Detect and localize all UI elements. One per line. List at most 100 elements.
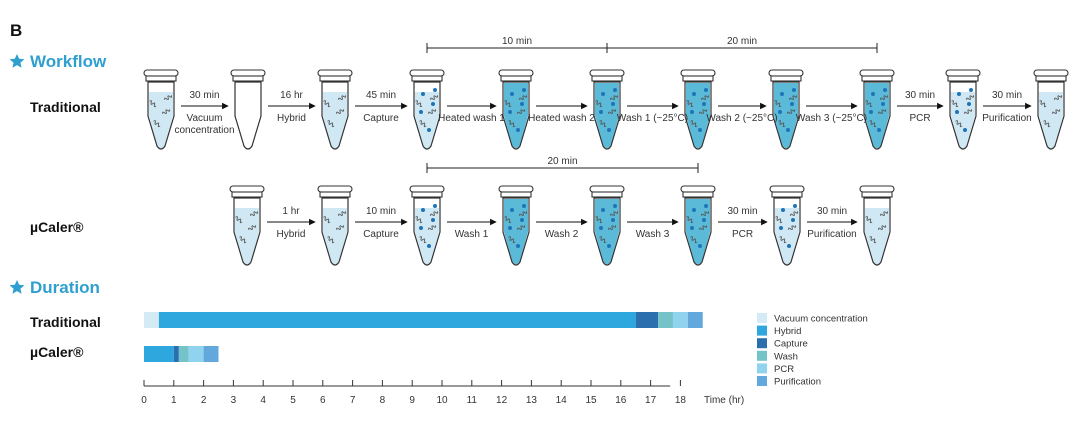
tick-label: 8 xyxy=(380,395,386,406)
tick-label: 16 xyxy=(615,395,627,406)
duration-heading: Duration xyxy=(30,278,100,297)
step-label: Wash 1 xyxy=(455,229,489,240)
step-label: Wash 3 (~25°C) xyxy=(796,113,867,124)
step-label: Wash 1 (~25°C) xyxy=(617,113,688,124)
star-icon xyxy=(9,280,25,294)
ucaler-row-label: µCaler® xyxy=(30,219,84,235)
tube-icon xyxy=(768,69,804,150)
tick-label: 12 xyxy=(496,395,508,406)
bar-segment xyxy=(672,312,688,328)
workflow-heading: Workflow xyxy=(30,52,107,71)
step-time: 16 hr xyxy=(280,90,303,101)
step-label: Heated wash 2 xyxy=(528,113,595,124)
tube-icon xyxy=(409,69,445,150)
step-label: Wash 2 xyxy=(545,229,579,240)
tube-icon xyxy=(589,185,625,266)
tube-icon xyxy=(680,185,716,266)
legend-label: Hybrid xyxy=(774,326,801,337)
bar-segment xyxy=(687,312,703,328)
step-label: Hybrid xyxy=(277,113,306,124)
step-time: 30 min xyxy=(727,206,757,217)
tube-icon xyxy=(498,185,534,266)
legend-swatch xyxy=(757,313,767,323)
legend-label: PCR xyxy=(774,364,794,375)
tube-icon xyxy=(859,185,895,266)
tick-label: 11 xyxy=(467,395,478,406)
tube-icon xyxy=(680,69,716,150)
axis-label: Time (hr) xyxy=(704,395,744,406)
bracket-label: 20 min xyxy=(727,36,757,47)
step-label: Purification xyxy=(807,229,856,240)
bracket-label: 10 min xyxy=(502,36,532,47)
step-label: concentration xyxy=(174,125,234,136)
tick-label: 13 xyxy=(526,395,538,406)
tick-label: 4 xyxy=(260,395,266,406)
bar-segment xyxy=(178,346,189,362)
duration-bracket: 20 min xyxy=(426,156,699,173)
tube-icon xyxy=(945,69,981,150)
panel-label: B xyxy=(10,21,22,40)
duration-bracket: 10 min xyxy=(426,36,608,53)
step-time: 30 min xyxy=(189,90,219,101)
step-label: Wash 2 (~25°C) xyxy=(706,113,777,124)
bar-segment xyxy=(203,346,219,362)
bar-segment xyxy=(635,312,659,328)
legend-swatch xyxy=(757,325,767,336)
tick-label: 9 xyxy=(409,395,415,406)
tick-label: 2 xyxy=(201,395,207,406)
bar-segment xyxy=(188,346,204,362)
tube-icon xyxy=(859,69,895,150)
tick-label: 6 xyxy=(320,395,326,406)
bar-segment xyxy=(173,346,179,362)
tick-label: 3 xyxy=(231,395,237,406)
bar-segment xyxy=(144,312,159,328)
bar-segment xyxy=(144,346,174,362)
step-time: 1 hr xyxy=(282,206,300,217)
tick-label: 17 xyxy=(645,395,657,406)
duration-chart: 0 1 2 3 4 5 6 7 8 9 10 11 12 13 14 15 16 17 18 Time (hr) xyxy=(141,312,744,406)
step-time: 45 min xyxy=(366,90,396,101)
step-label: Capture xyxy=(363,229,399,240)
duration-bracket: 20 min xyxy=(606,36,878,53)
tube-icon xyxy=(769,185,805,266)
tube-icon xyxy=(229,185,265,266)
step-label: PCR xyxy=(909,113,930,124)
tube-icon xyxy=(143,69,179,150)
step-time: 30 min xyxy=(817,206,847,217)
duration-ucaler-label: µCaler® xyxy=(30,344,84,360)
tube-icon xyxy=(409,185,445,266)
step-label: PCR xyxy=(732,229,753,240)
legend-label: Capture xyxy=(774,339,808,350)
tube-icon xyxy=(317,69,353,150)
legend-swatch xyxy=(757,363,767,374)
legend-label: Vacuum concentration xyxy=(774,314,868,325)
step-label: Heated wash 1 xyxy=(438,113,505,124)
tick-label: 5 xyxy=(290,395,296,406)
step-label: Wash 3 xyxy=(636,229,670,240)
legend-swatch xyxy=(757,376,767,386)
step-time: 10 min xyxy=(366,206,396,217)
bar-segment xyxy=(658,312,673,328)
tick-label: 1 xyxy=(171,395,177,406)
step-time: 30 min xyxy=(992,90,1022,101)
tick-label: 14 xyxy=(556,395,568,406)
legend-swatch xyxy=(757,350,767,361)
step-label: Purification xyxy=(982,113,1031,124)
tube-icon xyxy=(230,69,266,150)
tick-label: 7 xyxy=(350,395,356,406)
tube-icon xyxy=(498,69,534,150)
step-label: Hybrid xyxy=(277,229,306,240)
tick-label: 18 xyxy=(675,395,687,406)
legend-label: Wash xyxy=(774,351,798,362)
traditional-row-label: Traditional xyxy=(30,99,101,115)
tick-label: 0 xyxy=(141,395,147,406)
bracket-label: 20 min xyxy=(547,156,577,167)
duration-traditional-label: Traditional xyxy=(30,314,101,330)
step-label: Capture xyxy=(363,113,399,124)
tube-icon xyxy=(589,69,625,150)
tick-label: 15 xyxy=(585,395,597,406)
step-time: 30 min xyxy=(905,90,935,101)
